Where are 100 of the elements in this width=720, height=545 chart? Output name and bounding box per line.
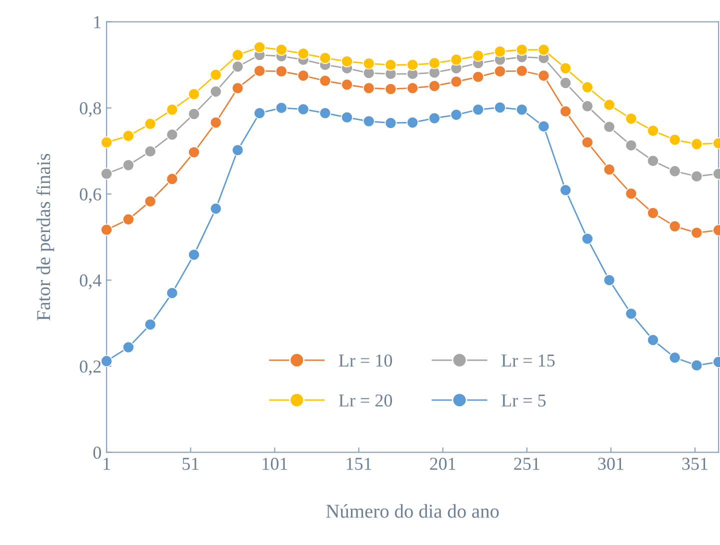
point bbox=[210, 116, 222, 129]
point bbox=[538, 70, 550, 82]
point bbox=[494, 46, 506, 58]
point bbox=[625, 188, 638, 200]
point bbox=[560, 105, 572, 118]
x-tick-label: 301 bbox=[598, 458, 624, 470]
legend-label: Lr = 5 bbox=[502, 394, 546, 407]
point bbox=[428, 80, 440, 92]
point bbox=[210, 86, 222, 98]
point bbox=[472, 50, 484, 62]
y-tick-label: 0 bbox=[93, 446, 102, 459]
point bbox=[560, 184, 572, 196]
point bbox=[166, 128, 178, 141]
point bbox=[100, 136, 113, 148]
point bbox=[494, 102, 506, 114]
point bbox=[603, 274, 616, 286]
point bbox=[625, 308, 638, 320]
point bbox=[450, 54, 462, 66]
point bbox=[362, 115, 375, 128]
x-tick-label: 1 bbox=[104, 458, 110, 470]
point bbox=[232, 144, 244, 156]
point bbox=[668, 165, 681, 178]
point bbox=[232, 82, 244, 94]
point bbox=[144, 195, 156, 208]
point bbox=[166, 287, 178, 300]
point bbox=[428, 112, 440, 124]
point bbox=[384, 58, 397, 71]
point bbox=[450, 108, 462, 121]
point bbox=[450, 76, 462, 88]
point bbox=[232, 60, 244, 73]
point bbox=[581, 136, 594, 148]
point bbox=[603, 120, 616, 133]
legend-label: Lr = 20 bbox=[338, 394, 392, 407]
legend-label: Lr = 15 bbox=[502, 354, 555, 367]
point bbox=[472, 70, 484, 83]
point bbox=[690, 359, 703, 372]
x-tick-label: 51 bbox=[182, 458, 199, 470]
point bbox=[166, 104, 178, 116]
point bbox=[625, 139, 638, 152]
point bbox=[690, 138, 703, 150]
point bbox=[100, 224, 113, 236]
point bbox=[690, 170, 703, 182]
point bbox=[647, 124, 659, 137]
point bbox=[494, 65, 506, 78]
point bbox=[647, 334, 659, 346]
point bbox=[538, 44, 550, 56]
y-tick-label: 0,4 bbox=[80, 274, 102, 290]
point bbox=[341, 78, 353, 91]
point bbox=[275, 65, 288, 78]
point bbox=[275, 102, 288, 114]
point bbox=[122, 341, 134, 354]
point bbox=[297, 103, 310, 116]
point bbox=[516, 104, 528, 116]
point bbox=[341, 111, 353, 124]
point bbox=[362, 58, 375, 70]
point bbox=[472, 104, 484, 116]
point bbox=[362, 82, 375, 94]
point bbox=[668, 134, 681, 146]
point bbox=[144, 145, 156, 158]
point bbox=[122, 213, 134, 226]
point bbox=[122, 130, 134, 142]
y-axis-title: Fator de perdas finais bbox=[36, 154, 54, 320]
point bbox=[668, 220, 681, 232]
point bbox=[144, 318, 156, 330]
point bbox=[690, 226, 703, 239]
point bbox=[232, 48, 244, 61]
point bbox=[254, 41, 266, 54]
point bbox=[581, 81, 594, 94]
point bbox=[319, 74, 332, 87]
point bbox=[122, 159, 134, 172]
point bbox=[166, 172, 178, 185]
point bbox=[210, 202, 222, 215]
point bbox=[319, 107, 332, 120]
point bbox=[581, 100, 594, 112]
point bbox=[188, 88, 200, 100]
x-tick-label: 251 bbox=[514, 458, 540, 470]
point bbox=[254, 64, 266, 77]
point bbox=[647, 206, 659, 219]
x-tick-label: 201 bbox=[430, 458, 456, 470]
point bbox=[341, 55, 353, 68]
legend-label: Lr = 10 bbox=[338, 354, 392, 367]
point bbox=[188, 248, 200, 261]
point bbox=[668, 352, 681, 364]
point bbox=[603, 164, 616, 176]
point bbox=[297, 70, 310, 82]
point bbox=[297, 48, 310, 60]
y-tick-label: 0,6 bbox=[80, 188, 102, 204]
point bbox=[560, 62, 572, 74]
y-tick-label: 0,8 bbox=[80, 102, 102, 117]
point bbox=[100, 168, 113, 180]
point bbox=[319, 52, 332, 64]
point bbox=[560, 76, 572, 89]
point bbox=[406, 116, 419, 129]
point bbox=[603, 98, 616, 111]
point bbox=[516, 44, 528, 56]
point bbox=[647, 154, 659, 167]
point bbox=[406, 58, 419, 71]
x-axis-title: Número do dia do ano bbox=[326, 504, 499, 518]
point bbox=[254, 107, 266, 120]
point bbox=[188, 108, 200, 120]
